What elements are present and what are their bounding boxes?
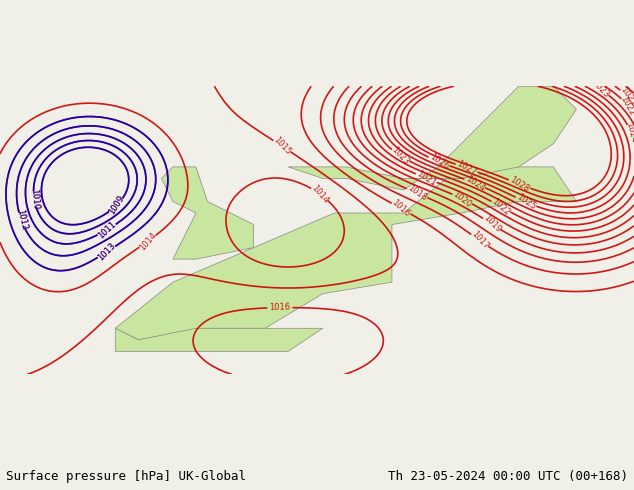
Polygon shape bbox=[288, 86, 576, 190]
Text: Surface pressure [hPa] UK-Global: Surface pressure [hPa] UK-Global bbox=[6, 470, 247, 483]
Text: 1015: 1015 bbox=[271, 136, 292, 157]
Text: 1012: 1012 bbox=[15, 209, 28, 231]
Text: Th 23-05-2024 00:00 UTC (00+168): Th 23-05-2024 00:00 UTC (00+168) bbox=[387, 470, 628, 483]
Text: 1020: 1020 bbox=[451, 189, 474, 209]
Text: 1024: 1024 bbox=[624, 121, 634, 144]
Text: 1010: 1010 bbox=[29, 188, 40, 210]
Text: 1012: 1012 bbox=[15, 209, 28, 231]
Text: 1017: 1017 bbox=[469, 229, 490, 251]
Text: 1014: 1014 bbox=[138, 230, 158, 252]
Text: 1019: 1019 bbox=[481, 214, 502, 235]
Text: 1022: 1022 bbox=[490, 196, 512, 217]
Text: 1024: 1024 bbox=[463, 174, 486, 193]
Text: 1016: 1016 bbox=[269, 303, 290, 313]
Text: 1023: 1023 bbox=[590, 78, 611, 100]
Text: 1028: 1028 bbox=[508, 175, 531, 194]
Polygon shape bbox=[115, 328, 323, 351]
Text: 1014: 1014 bbox=[309, 183, 330, 205]
Text: 1027: 1027 bbox=[455, 159, 478, 177]
Text: 1016: 1016 bbox=[390, 198, 412, 219]
Text: 1011: 1011 bbox=[96, 220, 118, 240]
Text: 1021: 1021 bbox=[415, 169, 437, 188]
Text: 1018: 1018 bbox=[406, 183, 428, 203]
Text: 1022: 1022 bbox=[619, 94, 634, 117]
Text: 1009: 1009 bbox=[107, 194, 126, 217]
Text: 1025: 1025 bbox=[515, 192, 537, 212]
Text: 1023: 1023 bbox=[390, 145, 411, 166]
Polygon shape bbox=[162, 167, 254, 259]
Polygon shape bbox=[115, 167, 576, 340]
Text: 1013: 1013 bbox=[96, 241, 117, 263]
Text: 1026: 1026 bbox=[427, 152, 450, 171]
Text: 1009: 1009 bbox=[107, 194, 126, 217]
Text: 1021: 1021 bbox=[618, 85, 634, 108]
Text: 1011: 1011 bbox=[96, 220, 118, 240]
Text: 1013: 1013 bbox=[96, 241, 117, 263]
Text: 1010: 1010 bbox=[29, 188, 40, 210]
